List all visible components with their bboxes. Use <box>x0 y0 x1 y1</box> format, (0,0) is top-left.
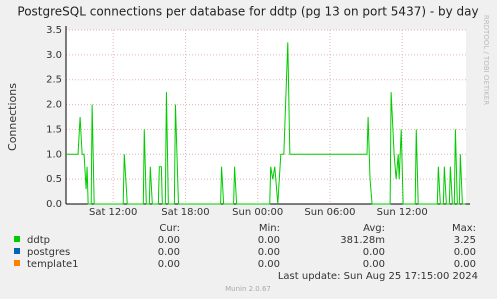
legend-label: template1 <box>27 259 79 270</box>
y-tick-label: 0.5 <box>46 174 62 185</box>
stats-value: 0.00 <box>454 259 476 270</box>
y-tick-label: 3.5 <box>46 25 62 36</box>
watermark: RRDTOOL / TOBI OETIKER <box>482 15 490 105</box>
x-tick-label: Sun 06:00 <box>304 207 355 218</box>
y-tick-label: 1.5 <box>46 124 62 135</box>
legend-swatch <box>14 260 20 266</box>
stats-value: 0.00 <box>158 235 180 246</box>
stats-value: 381.28m <box>340 235 385 246</box>
stats-value: 3.25 <box>454 235 476 246</box>
series-line <box>66 42 466 205</box>
y-axis-label: Connections <box>6 83 19 151</box>
legend-swatch <box>14 248 20 254</box>
stats-value: 0.00 <box>454 247 476 258</box>
y-tick-label: 2.0 <box>46 100 62 111</box>
stats-value: 0.00 <box>158 247 180 258</box>
stats-header: Max: <box>452 223 476 234</box>
legend-label: postgres <box>27 247 70 258</box>
chart-title: PostgreSQL connections per database for … <box>17 5 478 19</box>
x-tick-label: Sat 18:00 <box>161 207 209 218</box>
stats-value: 0.00 <box>363 259 385 270</box>
y-tick-label: 0.0 <box>46 199 62 210</box>
x-tick-label: Sun 00:00 <box>232 207 283 218</box>
stats-header: Cur: <box>159 223 180 234</box>
legend-swatch <box>14 236 20 242</box>
x-tick-label: Sat 12:00 <box>89 207 137 218</box>
stats-value: 0.00 <box>258 259 280 270</box>
y-tick-label: 1.0 <box>46 149 62 160</box>
stats-value: 0.00 <box>258 235 280 246</box>
y-tick-label: 2.5 <box>46 75 62 86</box>
y-tick-label: 3.0 <box>46 50 62 61</box>
stats-value: 0.00 <box>258 247 280 258</box>
last-update: Last update: Sun Aug 25 17:15:00 2024 <box>278 271 478 282</box>
legend-label: ddtp <box>27 235 50 246</box>
stats-header: Avg: <box>363 223 385 234</box>
x-tick-label: Sun 12:00 <box>377 207 428 218</box>
stats-value: 0.00 <box>363 247 385 258</box>
stats-header: Min: <box>259 223 280 234</box>
stats-value: 0.00 <box>158 259 180 270</box>
footer: Munin 2.0.67 <box>225 285 271 293</box>
